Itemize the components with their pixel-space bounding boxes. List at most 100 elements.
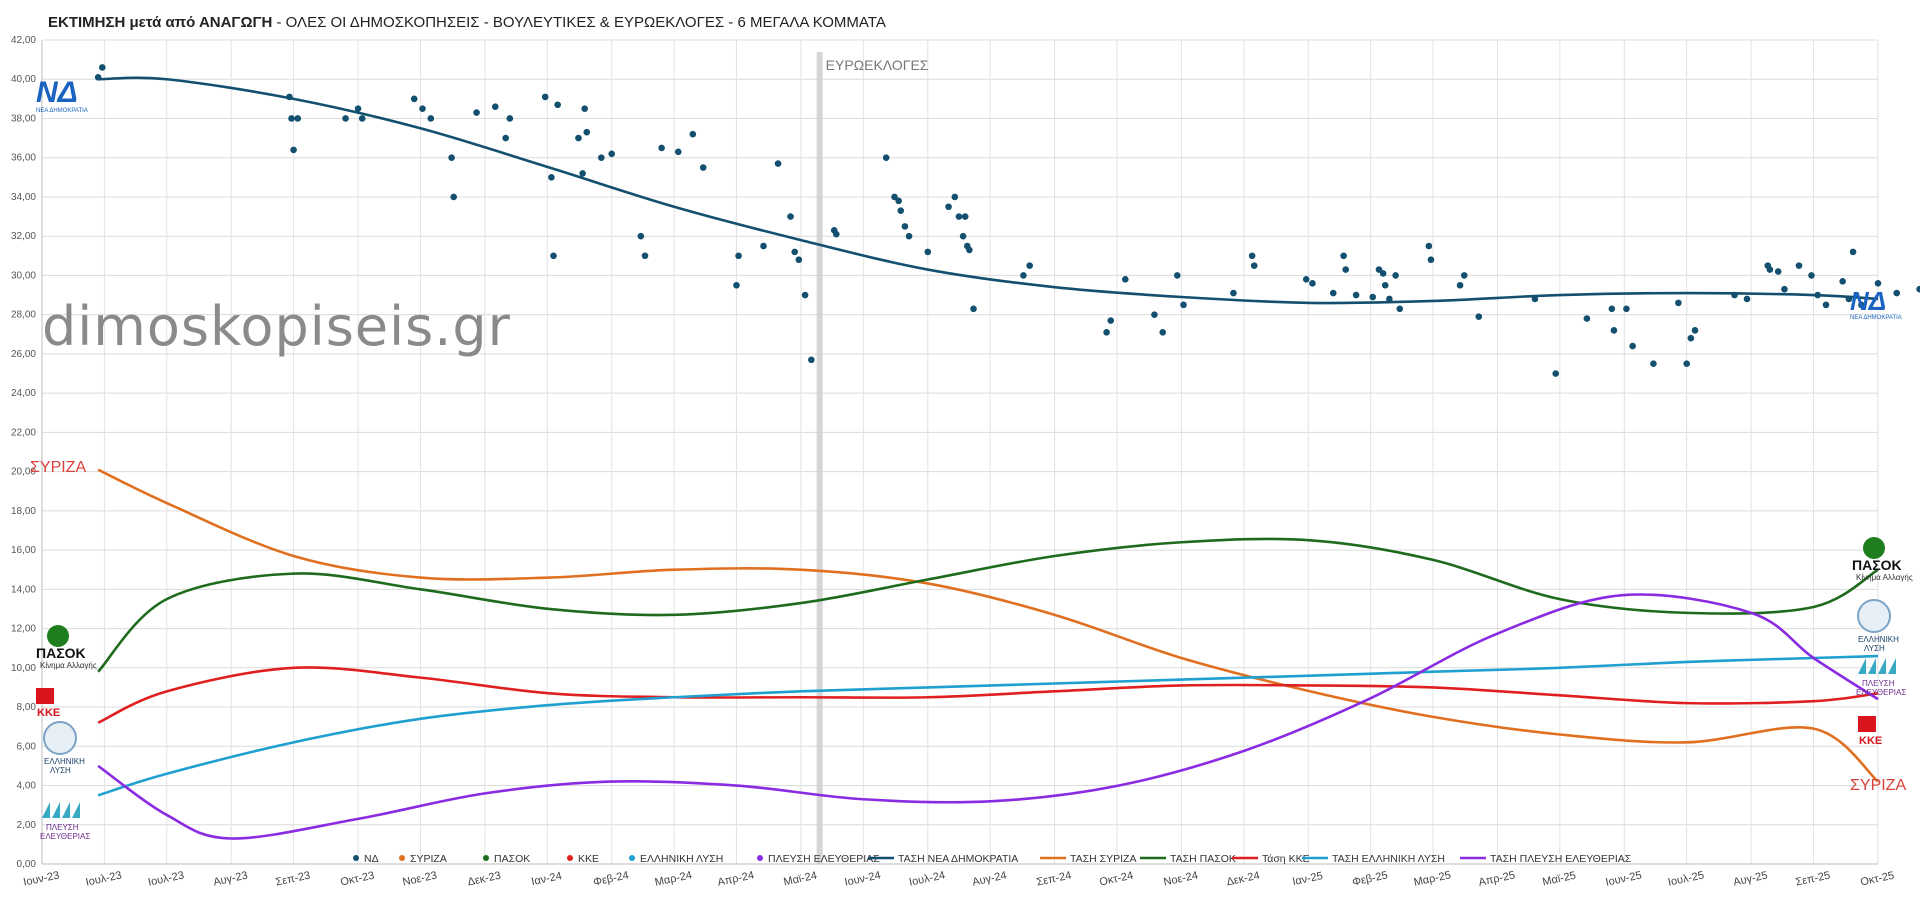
syriza-logo-mark: ΣΥΡΙΖΑ xyxy=(30,459,86,476)
kke-flag-icon xyxy=(36,688,54,704)
poll-points xyxy=(94,64,1920,377)
poll-point xyxy=(1610,327,1618,334)
poll-point xyxy=(1309,279,1316,287)
poll-point xyxy=(905,232,913,240)
legend-label: ΤΑΣΗ ΣΥΡΙΖΑ xyxy=(1070,853,1136,865)
kke-logo-mark: ΚΚΕ xyxy=(37,707,60,719)
legend-label: Τάση ΚΚΕ xyxy=(1262,853,1310,865)
poll-point xyxy=(959,232,967,240)
y-tick-label: 26,00 xyxy=(11,349,36,360)
x-tick-label: Ιουλ-25 xyxy=(1667,869,1705,888)
x-tick-label: Φεβ-24 xyxy=(592,869,630,888)
poll-point xyxy=(1352,291,1360,299)
y-tick-label: 4,00 xyxy=(17,781,37,792)
y-tick-label: 20,00 xyxy=(11,467,36,478)
x-tick-label: Οκτ-23 xyxy=(339,870,375,889)
grid xyxy=(41,39,1879,865)
poll-point xyxy=(419,105,426,112)
chart-title-bold: ΕΚΤΙΜΗΣΗ μετά από ΑΝΑΓΩΓΗ xyxy=(48,14,273,31)
poll-point xyxy=(1629,342,1636,350)
poll-point xyxy=(924,248,932,256)
poll-point xyxy=(98,64,106,71)
compass-icon-right xyxy=(1857,599,1891,633)
poll-point xyxy=(1839,278,1846,285)
poll-point xyxy=(1329,289,1337,297)
poll-point xyxy=(1375,266,1383,273)
y-tick-label: 0,00 xyxy=(17,859,37,870)
poll-point xyxy=(658,144,665,152)
poll-point xyxy=(1302,276,1310,283)
pe-logo-sub1-right: ΠΛΕΥΣΗ xyxy=(1862,679,1895,688)
kke-logo-left: ΚΚΕ xyxy=(36,688,60,719)
poll-point xyxy=(450,193,457,201)
poll-point xyxy=(1845,295,1853,303)
poll-point xyxy=(1107,317,1115,324)
poll-point xyxy=(1392,272,1399,279)
poll-point xyxy=(1683,360,1691,368)
sails-icon xyxy=(42,802,80,818)
poll-point xyxy=(1460,272,1468,279)
x-tick-label: Μαϊ-24 xyxy=(782,870,818,889)
euroelections-marker xyxy=(816,52,823,864)
poll-point xyxy=(1849,248,1857,256)
poll-point xyxy=(951,193,959,201)
x-tick-label: Ιουλ-23 xyxy=(147,869,185,888)
legend-swatch xyxy=(567,855,573,861)
poll-point xyxy=(808,356,815,364)
legend-swatch xyxy=(629,855,635,861)
legend-label: ΤΑΣΗ ΠΑΣΟΚ xyxy=(1170,853,1236,865)
plefsi-logo-right: ΠΛΕΥΣΗ ΕΛΕΥΘΕΡΙΑΣ xyxy=(1856,658,1906,697)
x-tick-label: Ιουν-23 xyxy=(22,869,60,888)
legend-label: ΕΛΛΗΝΙΚΗ ΛΥΣΗ xyxy=(640,853,723,865)
trend-lines xyxy=(97,76,1879,840)
pasok-logo-left: ΠΑΣΟΚ Κίνημα Αλλαγής xyxy=(36,625,97,670)
y-tick-label: 24,00 xyxy=(11,388,36,399)
poll-point xyxy=(1858,301,1865,309)
poll-point xyxy=(674,148,682,156)
x-tick-label: Δεκ-24 xyxy=(1225,870,1260,889)
y-axis: 0,00 2,00 4,00 6,00 8,00 10,00 12,00 14,00 16,00… xyxy=(11,35,36,870)
plefsi-logo-left: ΠΛΕΥΣΗ ΕΛΕΥΘΕΡΙΑΣ xyxy=(40,802,90,841)
legend-label: ΣΥΡΙΖΑ xyxy=(410,853,447,865)
x-tick-label: Φεβ-25 xyxy=(1351,869,1389,888)
poll-point xyxy=(506,115,514,122)
poll-point xyxy=(1250,262,1258,269)
legend-label: ΠΑΣΟΚ xyxy=(494,853,530,865)
x-tick-label: Μαϊ-25 xyxy=(1541,870,1577,889)
poll-point xyxy=(699,164,707,171)
compass-icon xyxy=(43,721,77,755)
pasok-sun-icon-right xyxy=(1863,537,1885,559)
nd-logo-mark: ΝΔ xyxy=(36,76,78,109)
poll-point xyxy=(637,232,645,240)
poll-point xyxy=(1103,329,1110,336)
legend-label: ΠΛΕΥΣΗ ΕΛΕΥΘΕΡΙΑΣ xyxy=(768,853,880,865)
legend-swatch xyxy=(483,855,489,861)
poll-point xyxy=(891,193,898,201)
euroelections-label: ΕΥΡΩΕΚΛΟΓΕΣ xyxy=(826,57,929,73)
poll-point xyxy=(795,256,803,264)
poll-point xyxy=(832,230,840,238)
x-tick-label: Ιουν-24 xyxy=(844,869,882,888)
x-tick-label: Δεκ-23 xyxy=(467,870,502,889)
poll-point xyxy=(970,305,977,313)
legend-label: ΤΑΣΗ ΝΕΑ ΔΗΜΟΚΡΑΤΙΑ xyxy=(898,853,1018,865)
x-tick-label: Ιαν-25 xyxy=(1291,870,1324,888)
poll-point xyxy=(733,281,740,289)
poll-point xyxy=(1369,293,1377,301)
trend-line xyxy=(97,654,1879,797)
poll-point xyxy=(1151,311,1158,318)
legend-swatch xyxy=(757,855,763,861)
poll-point xyxy=(1795,262,1803,269)
nd-logo-mark-right: ΝΔ xyxy=(1850,286,1886,316)
x-axis: Ιουν-23 Ιουλ-23 Ιουλ-23 Αυγ-23 Σεπ-23 Οκτ-23 Ν… xyxy=(22,869,1895,889)
pasok-sun-icon xyxy=(47,625,69,647)
poll-point xyxy=(1379,270,1387,277)
poll-point xyxy=(735,252,742,260)
poll-point xyxy=(1731,291,1738,299)
poll-point xyxy=(641,252,649,260)
poll-point xyxy=(290,146,297,154)
poll-point xyxy=(448,154,455,162)
poll-point xyxy=(966,246,973,254)
poll-point xyxy=(1475,313,1483,320)
legend-label: ΚΚΕ xyxy=(578,853,599,865)
